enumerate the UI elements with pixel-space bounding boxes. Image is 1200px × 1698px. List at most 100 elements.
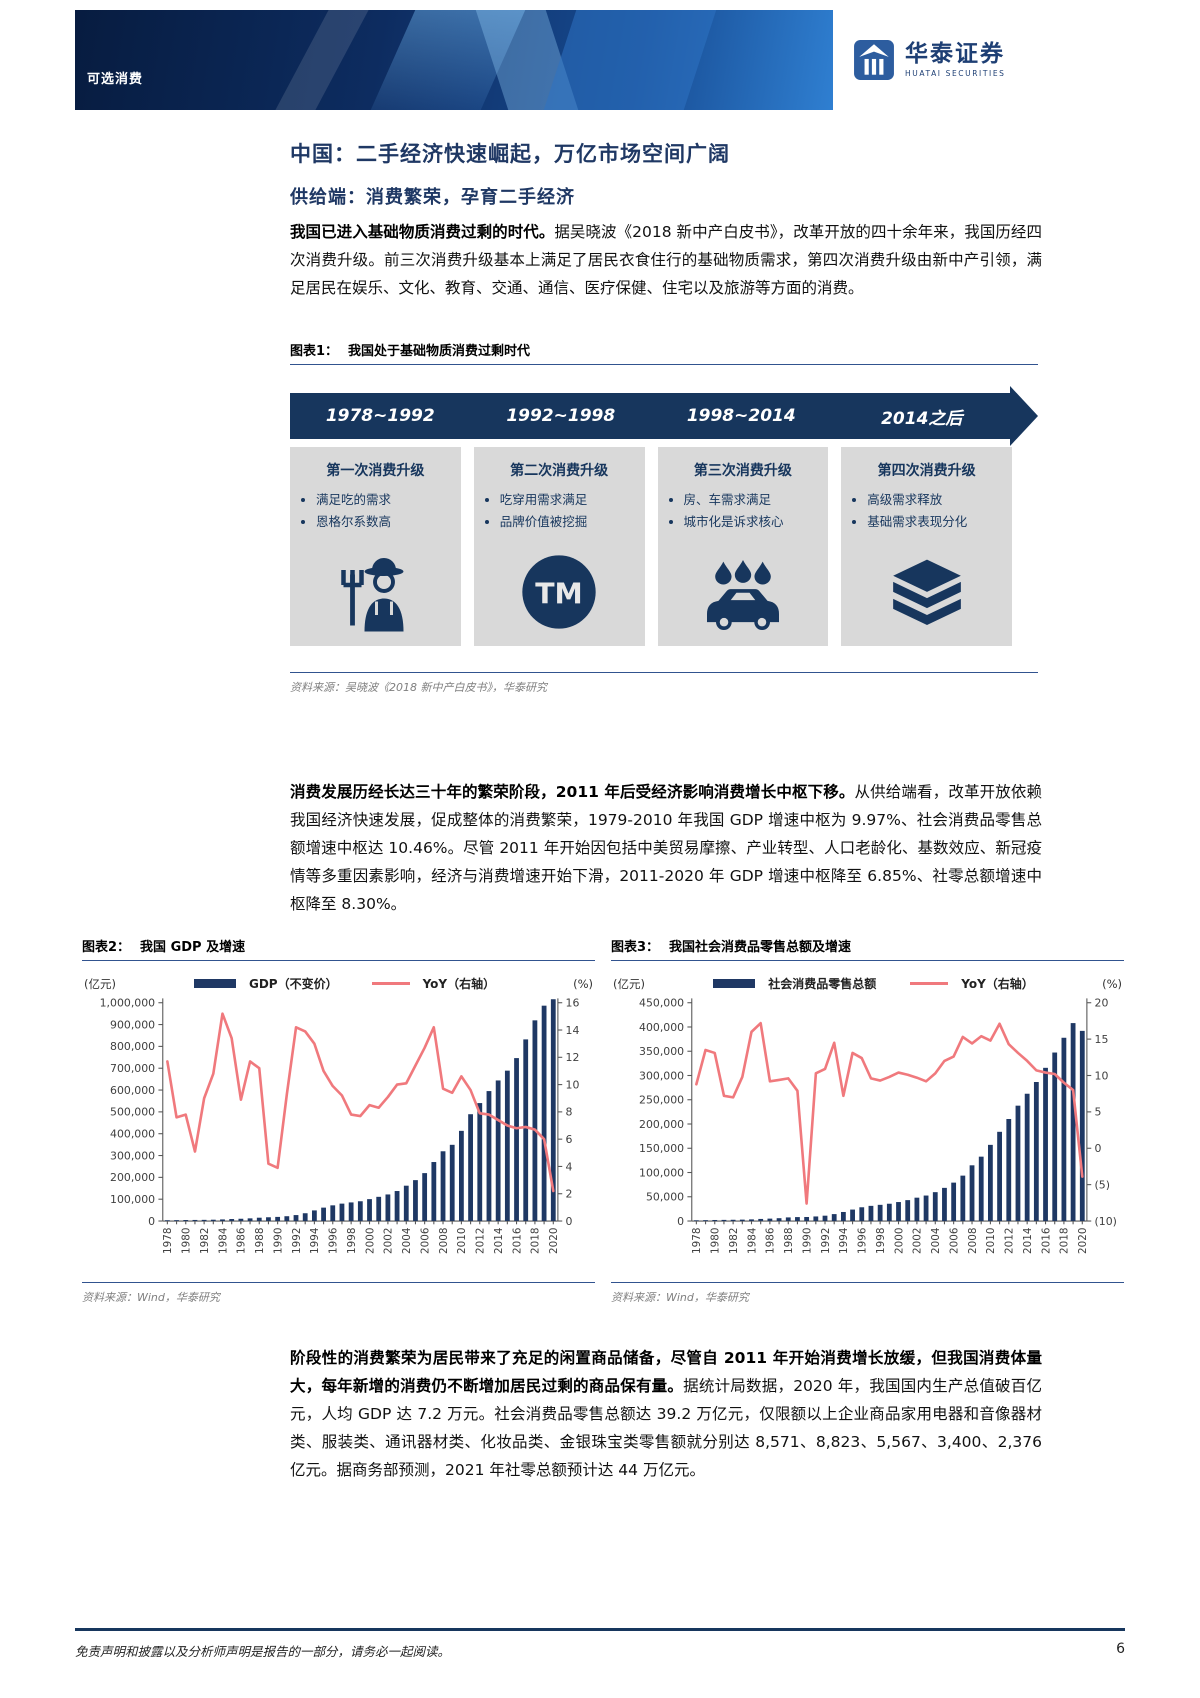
paragraph-2: 消费发展历经长达三十年的繁荣阶段，2011 年后受经济影响消费增长中枢下移。从供… [290, 778, 1042, 918]
period-range-3: 1998~2014 [686, 406, 796, 426]
brand-name: 华泰证券 HUATAI SECURITIES [905, 42, 1006, 77]
bar [514, 1058, 519, 1222]
bar [749, 1219, 754, 1222]
bullet: 高级需求释放 [867, 489, 1002, 511]
year-label: 1980 [181, 1228, 193, 1254]
right-tick-label: 14 [566, 1024, 580, 1037]
page-footer: 免责声明和披露以及分析师声明是报告的一部分，请务必一起阅读。 6 [75, 1628, 1125, 1660]
bar [730, 1219, 736, 1222]
paragraph-3: 阶段性的消费繁荣为居民带来了充足的闲置商品储备，尽管自 2011 年开始消费增长… [290, 1344, 1042, 1484]
left-tick-label: 400,000 [639, 1021, 684, 1034]
year-label: 1986 [236, 1228, 248, 1254]
left-tick-label: 600,000 [110, 1084, 155, 1097]
bar [449, 1144, 455, 1222]
paragraph-3-body: 据统计局数据，2020 年，我国国内生产总值破百亿元，人均 GDP 达 7.2 … [290, 1376, 1042, 1479]
figure-3-source: 资料来源：Wind，华泰研究 [611, 1281, 1124, 1305]
bar [703, 1220, 708, 1222]
figure-1-title: 我国处于基础物质消费过剩时代 [348, 344, 531, 359]
year-label: 2000 [364, 1228, 376, 1254]
bullet: 城市化是诉求核心 [684, 511, 819, 533]
bar [210, 1219, 216, 1222]
bar [504, 1070, 510, 1222]
year-label: 2000 [893, 1228, 905, 1254]
bar [776, 1218, 782, 1222]
right-tick-label: 8 [566, 1106, 573, 1119]
upgrade-box-1: 第一次消费升级 满足吃的需求 恩格尔系数高 [290, 447, 461, 646]
bar [284, 1216, 290, 1222]
year-label: 1984 [217, 1227, 229, 1254]
bar [330, 1205, 336, 1222]
left-tick-label: 500,000 [110, 1106, 155, 1119]
left-tick-label: 100,000 [110, 1193, 155, 1206]
section-subtitle: 供给端：消费繁荣，孕育二手经济 [290, 186, 575, 208]
bar [1033, 1082, 1039, 1222]
left-tick-label: 300,000 [110, 1149, 155, 1162]
bar [293, 1215, 299, 1222]
upgrade-box-4: 第四次消费升级 高级需求释放 基础需求表现分化 [841, 447, 1012, 646]
figure-1-heading: 图表1： 我国处于基础物质消费过剩时代 [290, 340, 1038, 365]
bar [785, 1217, 791, 1222]
bar [486, 1091, 492, 1222]
bar [201, 1219, 207, 1222]
figure-3: 图表3： 我国社会消费品零售总额及增速 (亿元) 社会消费品零售总额 YoY（右… [611, 936, 1124, 1305]
bar [767, 1218, 773, 1222]
svg-text:TM: TM [535, 578, 583, 611]
bar [859, 1207, 865, 1222]
bar [822, 1215, 828, 1222]
year-label: 1982 [728, 1228, 740, 1254]
timeline-arrowhead [1010, 386, 1038, 446]
bar [183, 1220, 189, 1222]
bullet: 满足吃的需求 [316, 489, 451, 511]
bar [813, 1216, 819, 1222]
retail-chart: 0 50,000 100,000 150,000 200,000 250,000 300,0… [639, 997, 1117, 1254]
paragraph-3-lead: 阶段性的消费繁荣为居民带来了充足的闲置商品储备，尽管自 2011 年开始消费增长… [290, 1348, 1042, 1395]
bar [440, 1151, 446, 1222]
sector-label: 可选消费 [87, 72, 144, 87]
brand-logo: 华泰证券 HUATAI SECURITIES [833, 10, 1125, 110]
year-label: 1992 [820, 1228, 832, 1254]
right-tick-label: (10) [1095, 1215, 1117, 1228]
upgrade-box-2-title: 第二次消费升级 [510, 463, 609, 479]
bar [192, 1219, 198, 1222]
right-tick-label: 20 [1095, 997, 1109, 1010]
right-tick-label: 16 [566, 997, 580, 1010]
left-tick-label: 350,000 [639, 1045, 684, 1058]
right-tick-label: 0 [566, 1215, 573, 1228]
year-label: 2014 [1022, 1227, 1034, 1254]
bar [1015, 1105, 1021, 1222]
year-label: 1992 [291, 1228, 303, 1254]
year-label: 2002 [912, 1228, 924, 1254]
left-tick-label: 700,000 [110, 1062, 155, 1075]
right-tick-label: 0 [1095, 1142, 1102, 1155]
bullet: 品牌价值被挖掘 [500, 511, 635, 533]
left-tick-label: 0 [677, 1215, 684, 1228]
bar [164, 1220, 170, 1222]
upgrade-box-3-bullets: 房、车需求满足 城市化是诉求核心 [668, 489, 819, 533]
upgrade-box-1-title: 第一次消费升级 [326, 463, 425, 479]
figure-3-heading: 图表3： 我国社会消费品零售总额及增速 [611, 936, 1124, 961]
year-label: 1980 [710, 1228, 722, 1254]
left-tick-label: 400,000 [110, 1128, 155, 1141]
paragraph-1-lead: 我国已进入基础物质消费过剩的时代。 [290, 222, 555, 241]
bar [403, 1185, 409, 1222]
page-banner: 可选消费 华泰证券 HUATAI SECURITIES [75, 10, 1125, 110]
yoy-line [695, 1021, 1084, 1205]
banner-graphic [262, 10, 383, 110]
bar [357, 1201, 363, 1222]
right-tick-label: 12 [566, 1051, 580, 1064]
year-label: 2008 [438, 1228, 450, 1254]
page-title: 中国：二手经济快速崛起，万亿市场空间广阔 [290, 142, 730, 167]
x-axis-labels: 1978 1980 1982 1984 1986 1988 1990 1992 1994 1996… [691, 1221, 1089, 1254]
upgrade-box-3: 第三次消费升级 房、车需求满足 城市化是诉求核心 [657, 447, 829, 646]
brand-name-en: HUATAI SECURITIES [905, 68, 1006, 78]
bar [1024, 1093, 1030, 1222]
trademark-icon: TM [484, 538, 635, 632]
timeline-arrow-bar: 1978~1992 1992~1998 1998~2014 2014之后 [290, 386, 1038, 446]
figure-3-label: 图表3： [611, 940, 660, 955]
figure-1: 图表1： 我国处于基础物质消费过剩时代 1978~1992 1992~1998 … [290, 340, 1038, 695]
bar [978, 1156, 984, 1222]
right-tick-label: 15 [1095, 1033, 1109, 1046]
x-axis-labels: 1978 1980 1982 1984 1986 1988 1990 1992 1994 1996… [162, 1221, 560, 1254]
year-label: 2012 [1004, 1228, 1016, 1254]
bar [896, 1202, 901, 1222]
